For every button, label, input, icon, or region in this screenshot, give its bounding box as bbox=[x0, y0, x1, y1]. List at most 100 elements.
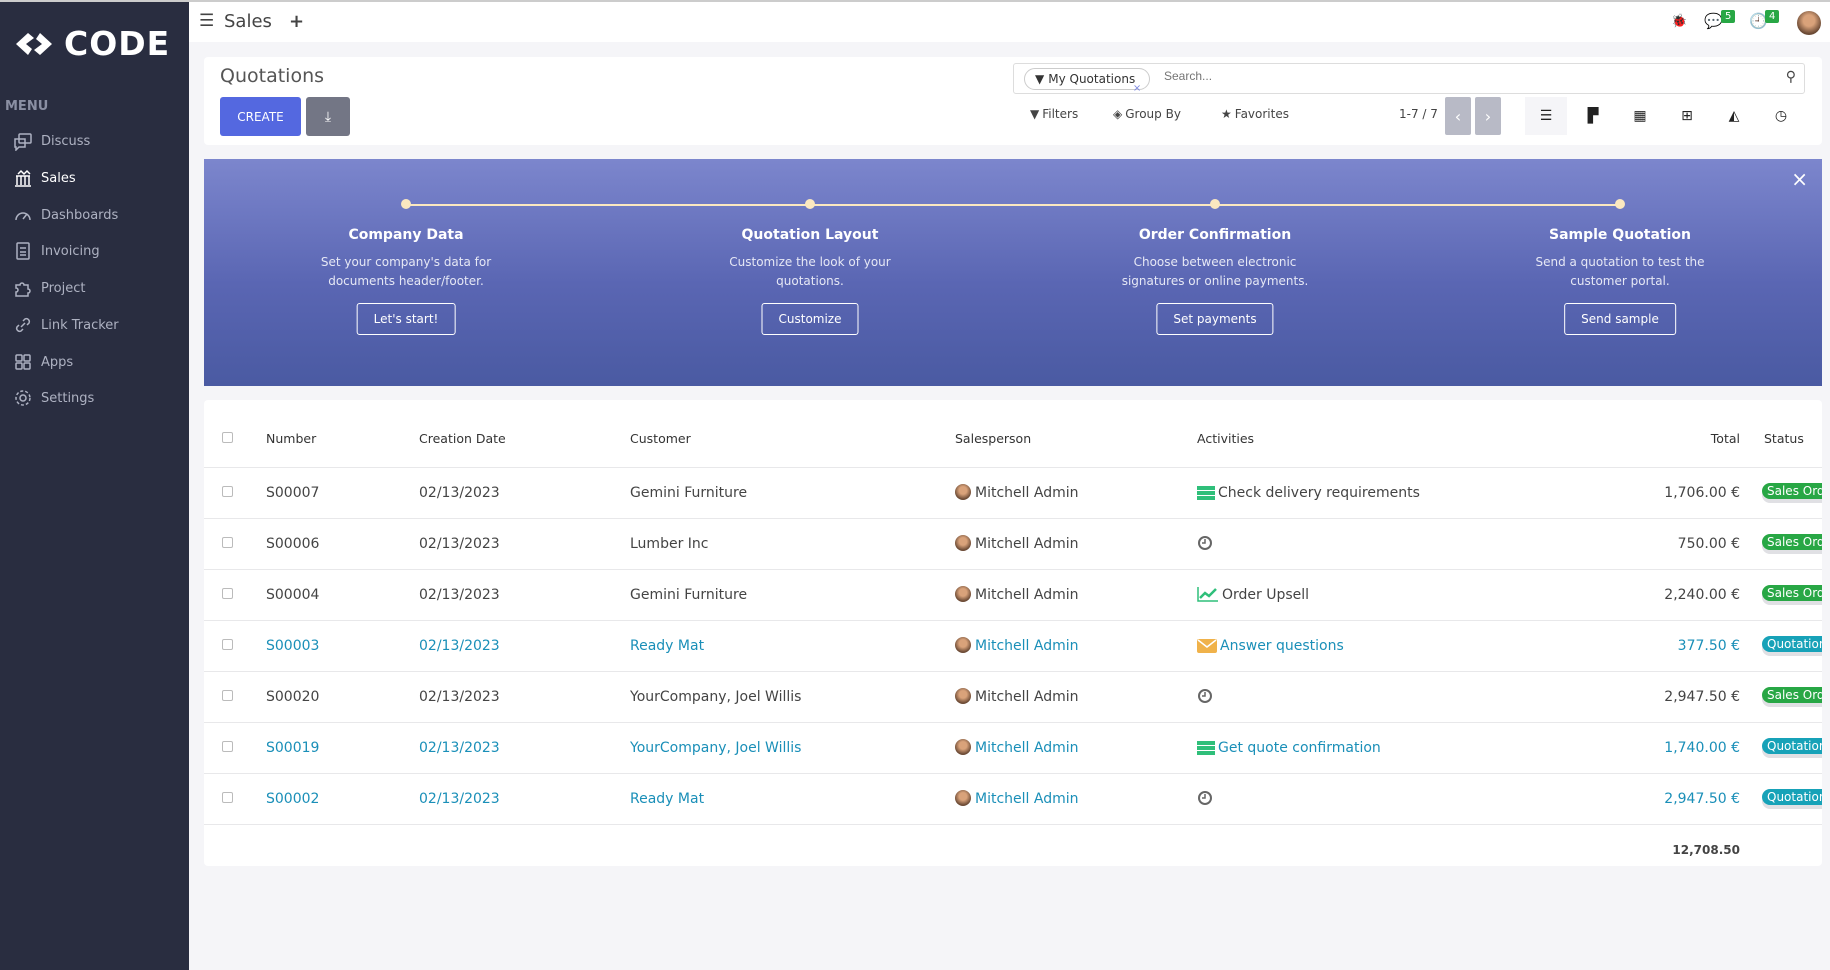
brand-logo[interactable]: CODE bbox=[14, 24, 170, 63]
col-customer[interactable]: Customer bbox=[630, 430, 691, 446]
activity[interactable]: Check delivery requirements bbox=[1197, 466, 1527, 518]
graph-view-button[interactable]: ◭ bbox=[1713, 97, 1755, 135]
step-title: Quotation Layout bbox=[741, 227, 879, 243]
user-avatar[interactable] bbox=[1797, 11, 1821, 35]
menu-toggle-icon[interactable]: ☰ bbox=[199, 11, 215, 31]
row-checkbox[interactable] bbox=[222, 638, 233, 650]
status-badge: Quotation bbox=[1762, 788, 1822, 805]
activities-badge: 4 bbox=[1765, 10, 1780, 23]
sidebar-item-invoicing[interactable]: Invoicing bbox=[13, 240, 100, 262]
sidebar-item-project[interactable]: Project bbox=[13, 277, 85, 299]
col-number[interactable]: Number bbox=[266, 430, 317, 446]
activity[interactable]: Answer questions bbox=[1197, 619, 1527, 671]
menu-label: MENU bbox=[5, 99, 49, 114]
table-row[interactable]: S00019 02/13/2023 YourCompany, Joel Will… bbox=[204, 721, 1822, 773]
calendar-view-button[interactable]: ▦ bbox=[1619, 97, 1661, 135]
select-all-checkbox[interactable] bbox=[222, 431, 233, 443]
order-number: S00002 bbox=[266, 772, 419, 824]
sidebar-item-apps[interactable]: Apps bbox=[13, 351, 73, 373]
debug-icon[interactable]: 🐞 bbox=[1671, 14, 1688, 29]
row-checkbox[interactable] bbox=[222, 689, 233, 701]
filter-icon: ▼ bbox=[1035, 72, 1045, 86]
clock-icon[interactable] bbox=[1197, 535, 1213, 551]
quotations-table: Number Creation Date Customer Salesperso… bbox=[204, 400, 1822, 875]
pager-previous-button[interactable]: ‹ bbox=[1445, 97, 1471, 135]
activity[interactable]: Order Upsell bbox=[1197, 568, 1527, 620]
filters-button[interactable]: ▼ Filters bbox=[1030, 107, 1078, 121]
step-button[interactable]: Let's start! bbox=[356, 303, 456, 335]
group-by-label: Group By bbox=[1125, 107, 1181, 121]
step-title: Sample Quotation bbox=[1548, 227, 1691, 243]
group-by-button[interactable]: ◈ Group By bbox=[1113, 107, 1181, 121]
table-grid-icon: ⊞ bbox=[1681, 108, 1693, 124]
clock-icon[interactable] bbox=[1197, 790, 1213, 806]
activity[interactable] bbox=[1197, 517, 1527, 569]
salesperson-name: Mitchell Admin bbox=[975, 587, 1079, 603]
activity[interactable] bbox=[1197, 772, 1527, 824]
search-facet[interactable]: ▼ My Quotations × bbox=[1024, 68, 1151, 94]
table-row[interactable]: S00020 02/13/2023 YourCompany, Joel Will… bbox=[204, 670, 1822, 722]
favorites-button[interactable]: ★ Favorites bbox=[1221, 107, 1289, 121]
pivot-view-button[interactable]: ⊞ bbox=[1666, 97, 1708, 135]
add-tab-button[interactable]: + bbox=[289, 11, 305, 32]
table-row[interactable]: S00007 02/13/2023 Gemini Furniture Mitch… bbox=[204, 466, 1822, 518]
messages-icon[interactable]: 💬 bbox=[1704, 12, 1723, 30]
sidebar-item-settings[interactable]: Settings bbox=[13, 387, 94, 409]
step-button[interactable]: Set payments bbox=[1156, 303, 1274, 335]
creation-date: 02/13/2023 bbox=[419, 466, 630, 518]
sidebar-item-dashboards[interactable]: Dashboards bbox=[13, 204, 118, 226]
search-icon[interactable]: ⚲ bbox=[1785, 69, 1796, 85]
kanban-icon: ▛ bbox=[1587, 108, 1599, 124]
sum-total: 12,708.50 bbox=[1527, 823, 1740, 875]
col-date[interactable]: Creation Date bbox=[419, 430, 506, 446]
col-activities[interactable]: Activities bbox=[1197, 430, 1255, 446]
activity[interactable]: Get quote confirmation bbox=[1197, 721, 1527, 773]
step-description: Set your company's data for documents he… bbox=[320, 255, 492, 288]
sidebar-item-discuss[interactable]: Discuss bbox=[13, 130, 90, 152]
puzzle-icon bbox=[15, 282, 31, 297]
search-bar[interactable]: ▼My Quotations× ⚲ bbox=[1013, 63, 1805, 94]
sidebar-item-label: Project bbox=[41, 280, 86, 296]
total: 2,240.00 € bbox=[1527, 568, 1740, 620]
activities-clock-icon[interactable]: 🕘 bbox=[1749, 12, 1768, 30]
col-total[interactable]: Total bbox=[1710, 430, 1740, 446]
sidebar-item-sales[interactable]: Sales bbox=[13, 167, 76, 189]
list-view-button[interactable]: ☰ bbox=[1525, 97, 1567, 135]
customer: Ready Mat bbox=[630, 619, 955, 671]
table-row[interactable]: S00004 02/13/2023 Gemini Furniture Mitch… bbox=[204, 568, 1822, 620]
creation-date: 02/13/2023 bbox=[419, 517, 630, 569]
col-salesperson[interactable]: Salesperson bbox=[955, 430, 1032, 446]
sidebar-item-link-tracker[interactable]: Link Tracker bbox=[13, 314, 119, 336]
row-checkbox[interactable] bbox=[222, 536, 233, 548]
close-banner-icon[interactable]: × bbox=[1791, 167, 1808, 191]
step-button[interactable]: Send sample bbox=[1564, 303, 1676, 335]
row-checkbox[interactable] bbox=[222, 587, 233, 599]
table-row[interactable]: S00006 02/13/2023 Lumber Inc Mitchell Ad… bbox=[204, 517, 1822, 569]
sidebar-item-label: Apps bbox=[41, 354, 74, 370]
clock-icon[interactable] bbox=[1197, 688, 1213, 704]
activity-summary: Get quote confirmation bbox=[1218, 739, 1381, 756]
invoice-icon bbox=[16, 242, 30, 260]
pager-next-button[interactable]: › bbox=[1475, 97, 1501, 135]
col-status[interactable]: Status bbox=[1764, 430, 1804, 446]
pager-value[interactable]: 1-7 / 7 bbox=[1399, 107, 1438, 121]
remove-facet-icon[interactable]: × bbox=[1132, 83, 1142, 94]
salesperson-avatar bbox=[955, 484, 971, 500]
status-badge: Sales Order bbox=[1762, 482, 1822, 499]
activity-view-button[interactable]: ◷ bbox=[1760, 97, 1802, 135]
customer: YourCompany, Joel Willis bbox=[630, 721, 955, 773]
search-input[interactable] bbox=[1164, 69, 1744, 83]
table-row[interactable]: S00003 02/13/2023 Ready Mat Mitchell Adm… bbox=[204, 619, 1822, 671]
salesperson-name: Mitchell Admin bbox=[975, 485, 1079, 501]
creation-date: 02/13/2023 bbox=[419, 568, 630, 620]
row-checkbox[interactable] bbox=[222, 485, 233, 497]
kanban-view-button[interactable]: ▛ bbox=[1572, 97, 1614, 135]
activity[interactable] bbox=[1197, 670, 1527, 722]
row-checkbox[interactable] bbox=[222, 791, 233, 803]
sidebar-item-label: Link Tracker bbox=[41, 317, 119, 333]
create-button[interactable]: CREATE bbox=[220, 97, 301, 136]
step-button[interactable]: Customize bbox=[761, 303, 859, 335]
table-row[interactable]: S00002 02/13/2023 Ready Mat Mitchell Adm… bbox=[204, 772, 1822, 824]
row-checkbox[interactable] bbox=[222, 740, 233, 752]
download-button[interactable]: ⤓ bbox=[306, 97, 350, 136]
